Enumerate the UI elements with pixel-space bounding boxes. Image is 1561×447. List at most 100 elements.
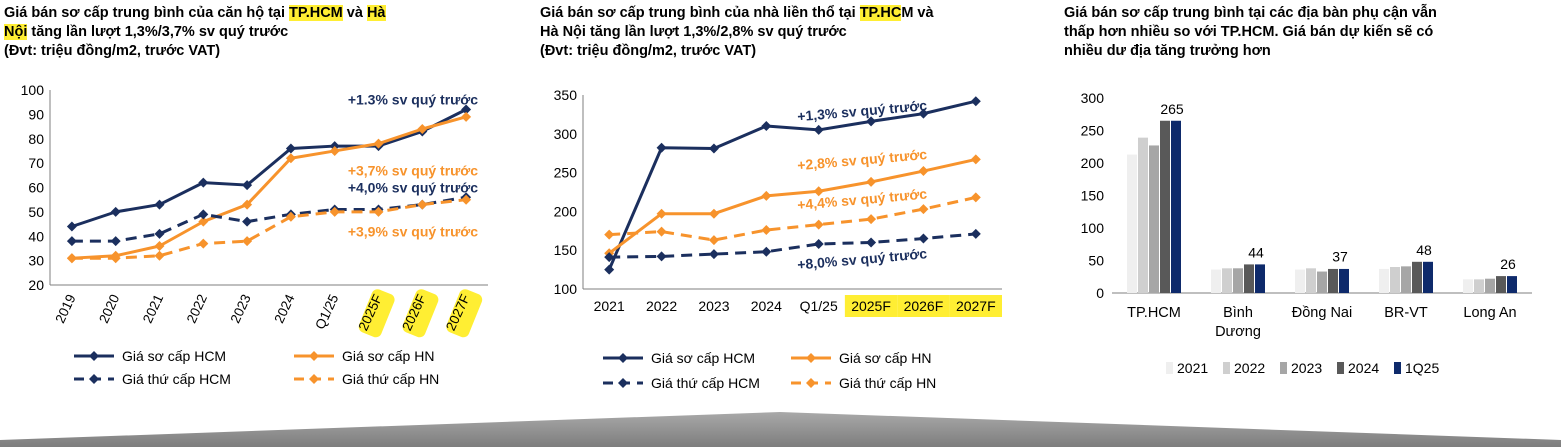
legend-swatch	[1223, 362, 1230, 374]
y-tick-label: 150	[1081, 188, 1105, 204]
x-tick-label: 2020	[96, 292, 122, 326]
x-tick-label: 2022	[646, 298, 677, 314]
data-label: 26	[1500, 256, 1516, 272]
x-tick-label: Đồng Nai	[1292, 305, 1352, 321]
data-point-marker	[761, 225, 772, 236]
x-tick-label: 2023	[698, 298, 729, 314]
bar	[1295, 269, 1305, 293]
data-point-marker	[329, 206, 340, 217]
data-point-marker	[285, 211, 296, 222]
legend-label: Giá thứ cấp HCM	[651, 375, 760, 391]
y-tick-label: 0	[1096, 285, 1104, 301]
data-point-marker	[329, 145, 340, 156]
bar	[1138, 137, 1148, 293]
legend-label: Giá sơ cấp HCM	[122, 348, 226, 364]
x-tick-label: 2022	[184, 292, 210, 326]
y-tick-label: 40	[28, 228, 44, 244]
data-point-marker	[813, 186, 824, 197]
data-label: 37	[1332, 248, 1348, 264]
category-highlight	[446, 289, 483, 338]
legend-label: Giá sơ cấp HCM	[651, 350, 755, 366]
data-point-marker	[154, 250, 165, 261]
data-point-marker	[918, 233, 929, 244]
y-tick-label: 60	[28, 180, 44, 196]
annotation-label: +1,3% sv quý trước	[797, 97, 928, 124]
data-point-marker	[604, 252, 615, 263]
bar	[1127, 154, 1137, 293]
data-point-marker	[656, 251, 667, 262]
legend-marker	[806, 353, 816, 363]
annotation-label: +1.3% sv quý trước	[348, 92, 478, 108]
annotation-label: +3,9% sv quý trước	[348, 223, 478, 239]
data-point-marker	[866, 237, 877, 248]
data-point-marker	[918, 166, 929, 177]
series-line	[71, 195, 467, 243]
data-point-marker	[373, 206, 384, 217]
series-line	[609, 195, 977, 242]
legend-swatch	[1394, 362, 1401, 374]
data-point-marker	[708, 208, 719, 219]
data-point-marker	[918, 108, 929, 119]
y-tick-label: 80	[28, 131, 44, 147]
legend-swatch	[1280, 362, 1287, 374]
data-point-marker	[285, 143, 296, 154]
y-tick-label: 300	[554, 126, 578, 142]
x-tick-label: Long An	[1463, 305, 1516, 321]
legend-label: Giá thứ cấp HN	[839, 375, 936, 391]
bar	[1317, 271, 1327, 293]
x-tick-label: Dương	[1215, 324, 1261, 340]
highlight-tphc: TP.HC	[859, 5, 902, 21]
highlight-hanoi-2: Nội	[4, 24, 28, 40]
data-point-marker	[866, 116, 877, 127]
data-point-marker	[918, 204, 929, 215]
bar	[1463, 279, 1473, 293]
bottom-band-shape	[0, 412, 1561, 447]
bar	[1401, 266, 1411, 293]
bar	[1211, 269, 1221, 293]
series-line	[71, 115, 467, 260]
landed-house-price-chart: 100 150 200 250 300 350 2021 2022 2023 2024 Q1/25 2…	[554, 87, 1002, 391]
panel-apartment-price: Giá bán sơ cấp trung bình của căn hộ tại…	[4, 0, 519, 400]
bar	[1379, 268, 1389, 293]
y-tick-label: 100	[554, 281, 578, 297]
bar	[1244, 264, 1254, 293]
data-point-marker	[970, 228, 981, 239]
highlight-tphcm: TP.HCM	[289, 5, 343, 21]
data-point-marker	[761, 246, 772, 257]
y-tick-label: 50	[28, 204, 44, 220]
bar	[1339, 268, 1349, 293]
legend-label: 1Q25	[1405, 360, 1439, 376]
x-tick-label: Q1/25	[312, 292, 341, 332]
data-point-marker	[761, 190, 772, 201]
data-point-marker	[110, 206, 121, 217]
highlight-hanoi: Hà	[366, 5, 386, 21]
data-point-marker	[813, 238, 824, 249]
legend-marker	[618, 378, 628, 388]
data-label: 265	[1160, 101, 1184, 117]
data-point-marker	[198, 238, 209, 249]
data-label: 48	[1416, 242, 1432, 258]
x-tick-label: 2023	[228, 292, 254, 326]
data-point-marker	[813, 124, 824, 135]
bar	[1160, 120, 1170, 293]
data-label: 44	[1248, 244, 1264, 260]
data-point-marker	[866, 176, 877, 187]
bar	[1390, 267, 1400, 293]
panel1-unit: (Đvt: triệu đồng/m2, trước VAT)	[4, 43, 221, 59]
legend-swatch	[1337, 362, 1344, 374]
series-line	[71, 108, 467, 228]
x-tick-label: 2025F	[851, 298, 891, 314]
category-highlight	[402, 289, 439, 338]
y-tick-label: 150	[554, 242, 578, 258]
bar	[1485, 278, 1495, 293]
data-point-marker	[761, 121, 772, 132]
data-point-marker	[242, 216, 253, 227]
data-point-marker	[198, 216, 209, 227]
y-tick-label: 250	[554, 165, 578, 181]
bar	[1149, 145, 1159, 293]
y-tick-label: 350	[554, 87, 578, 103]
legend-label: 2022	[1234, 360, 1265, 376]
category-highlight	[358, 289, 395, 338]
annotation-label: +4,0% sv quý trước	[348, 179, 478, 195]
x-tick-label: 2021	[140, 292, 166, 326]
